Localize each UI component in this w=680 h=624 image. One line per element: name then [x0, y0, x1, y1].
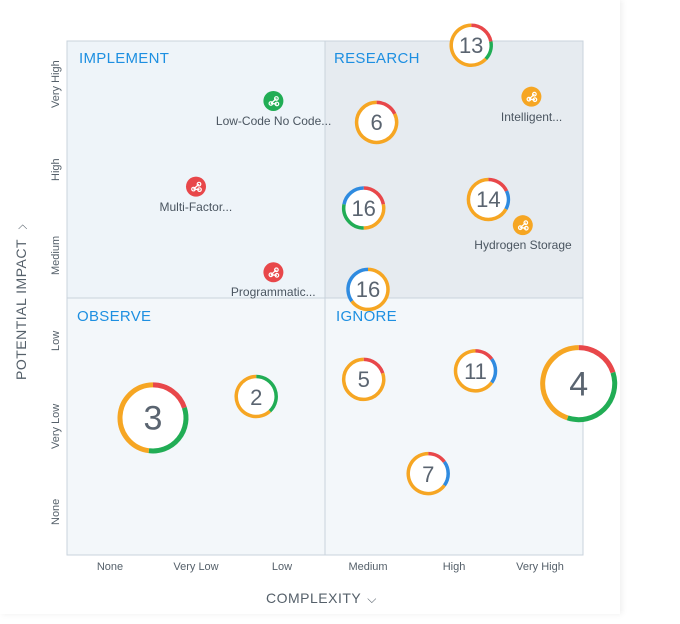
cluster-bubble[interactable]	[406, 451, 450, 496]
x-tick-label: Low	[271, 561, 293, 573]
item-marker[interactable]	[263, 90, 284, 111]
matrix-clusters	[117, 23, 618, 496]
item-label[interactable]: Programmatic...	[230, 285, 316, 300]
y-axis-title-text: POTENTIAL IMPACT	[13, 238, 29, 380]
cluster-count: 11	[464, 358, 487, 384]
quadrant-label-ignore: IGNORE	[336, 308, 397, 325]
matrix-items	[186, 86, 542, 283]
cluster-bubble[interactable]	[449, 23, 493, 67]
cluster-segment	[484, 41, 493, 61]
cluster-bubble[interactable]	[234, 374, 278, 419]
item-marker[interactable]	[186, 176, 206, 197]
cluster-segment	[566, 371, 618, 423]
cluster-segment	[504, 190, 511, 210]
cluster-bubble[interactable]	[342, 357, 386, 402]
x-tick-label: None	[96, 561, 124, 573]
cluster-segment	[152, 382, 187, 409]
cluster-bubble[interactable]	[466, 177, 511, 222]
cluster-bubble[interactable]	[453, 349, 498, 393]
y-axis-title[interactable]: POTENTIAL IMPACT ⌵	[13, 221, 30, 380]
x-tick-label: Very High	[516, 561, 564, 573]
cluster-segment	[234, 374, 272, 419]
cluster-count: 3	[143, 399, 163, 438]
cluster-segment	[256, 374, 278, 413]
item-label[interactable]: Multi-Factor...	[159, 199, 233, 214]
x-axis-title[interactable]: COMPLEXITY ⌵	[266, 590, 377, 607]
quadrant-ignore	[324, 297, 584, 556]
y-tick-label: Very Low	[50, 403, 62, 449]
cluster-segment	[354, 100, 399, 145]
cluster-segment	[540, 345, 579, 421]
quadrant-research	[324, 40, 584, 299]
x-tick-label: Medium	[348, 561, 388, 573]
item-marker[interactable]	[263, 262, 284, 283]
cluster-segment	[471, 23, 493, 42]
quadrant-label-research: RESEARCH	[334, 50, 420, 67]
cluster-segment	[117, 382, 154, 454]
cluster-count: 4	[569, 365, 589, 404]
cluster-count: 16	[355, 277, 381, 303]
cluster-bubble[interactable]	[354, 100, 399, 145]
cluster-segment	[363, 203, 386, 230]
cluster-bubble[interactable]	[341, 186, 386, 230]
chevron-down-icon: ⌵	[367, 592, 377, 606]
cluster-bubble[interactable]	[117, 382, 189, 454]
cluster-segment	[466, 177, 508, 222]
quadrant-implement	[66, 40, 326, 299]
cluster-segment	[341, 203, 364, 230]
cluster-segment	[346, 267, 369, 303]
cluster-segment	[406, 451, 446, 496]
quadrant-label-observe: OBSERVE	[77, 308, 152, 325]
cluster-segment	[342, 357, 386, 402]
y-tick-label: High	[50, 158, 62, 181]
cluster-segment	[376, 100, 397, 115]
quadrant-label-implement: IMPLEMENT	[79, 50, 170, 67]
cluster-segment	[428, 451, 446, 463]
cluster-bubble[interactable]	[540, 345, 618, 423]
item-label[interactable]: Hydrogen Storage	[474, 238, 572, 253]
cluster-segment	[148, 406, 189, 454]
cluster-segment	[490, 358, 498, 384]
cluster-count: 7	[422, 461, 435, 487]
y-tick-label: Medium	[50, 235, 62, 275]
cluster-segment	[453, 349, 494, 393]
chevron-right-icon: ⌵	[17, 221, 28, 236]
cluster-segment	[442, 460, 450, 487]
cluster-count: 13	[458, 33, 484, 59]
item-marker[interactable]	[521, 86, 542, 107]
cluster-count: 6	[370, 110, 383, 136]
cluster-count: 16	[351, 196, 376, 222]
cluster-segment	[578, 345, 616, 374]
cluster-segment	[342, 186, 364, 205]
x-tick-label: Very Low	[173, 561, 219, 573]
x-axis-title-text: COMPLEXITY	[266, 590, 362, 606]
y-tick-label: Very High	[50, 60, 62, 108]
cluster-segment	[363, 186, 386, 205]
cluster-segment	[449, 23, 488, 67]
cluster-segment	[488, 177, 509, 192]
cluster-segment	[475, 349, 494, 361]
quadrant-observe	[66, 297, 326, 556]
item-marker[interactable]	[512, 215, 533, 236]
y-tick-label: None	[50, 498, 62, 526]
item-label[interactable]: Intelligent...	[500, 109, 563, 124]
x-tick-label: High	[442, 561, 466, 573]
cluster-count: 14	[476, 187, 501, 213]
cluster-count: 2	[250, 384, 263, 410]
y-tick-label: Low	[50, 330, 62, 351]
cluster-segment	[350, 267, 390, 312]
cluster-count: 5	[357, 367, 370, 393]
item-label[interactable]: Low-Code No Code...	[215, 113, 332, 128]
cluster-bubble[interactable]	[346, 267, 390, 312]
quadrant-backgrounds	[66, 40, 584, 556]
cluster-segment	[363, 357, 385, 374]
